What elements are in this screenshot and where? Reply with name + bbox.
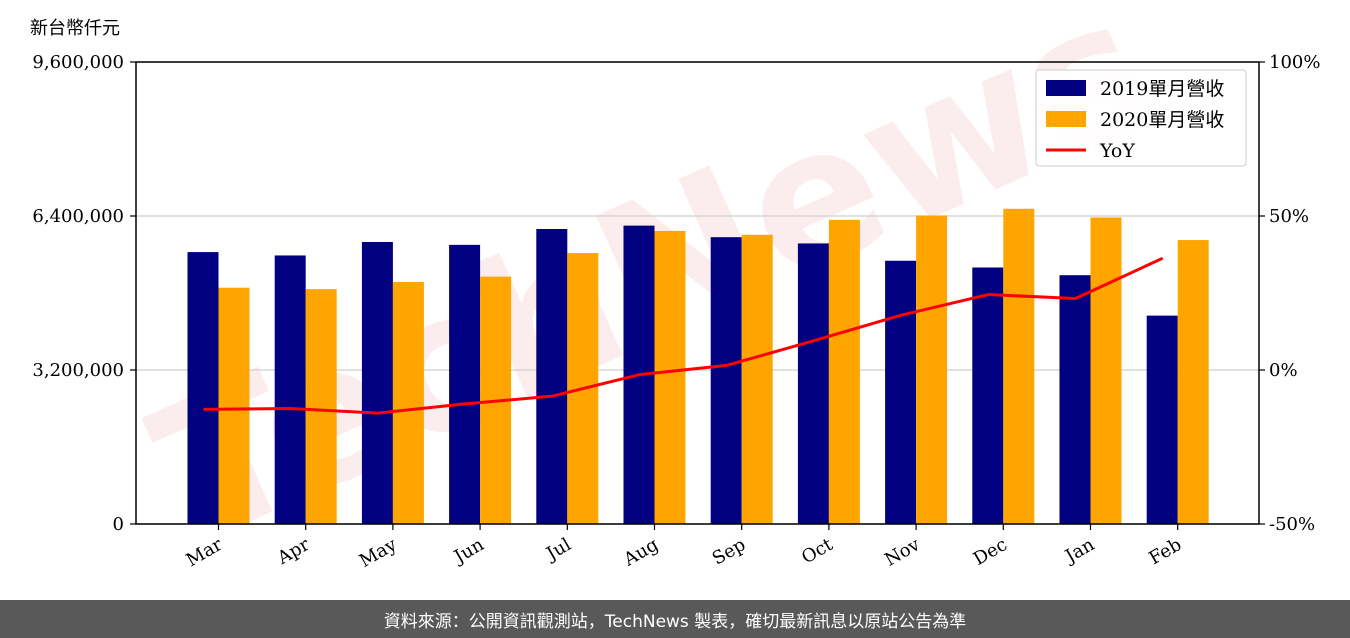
x-tick-label-may: May: [356, 534, 401, 572]
bar-jan-2019: [1059, 275, 1091, 524]
bar-feb-2019: [1146, 315, 1178, 524]
right-tick-label: 100%: [1269, 52, 1320, 73]
left-tick-label: 3,200,000: [32, 360, 124, 381]
bar-jan-2020: [1090, 217, 1122, 524]
bar-dec-2020: [1003, 208, 1035, 524]
left-tick-label: 0: [113, 514, 124, 535]
plot-frame: [135, 61, 1260, 525]
legend-box: [1035, 69, 1247, 167]
bar-jun-2019: [449, 244, 481, 524]
x-tick-label-aug: Aug: [619, 534, 662, 571]
x-tick-label-jul: Jul: [541, 534, 575, 566]
bar-aug-2020: [654, 230, 686, 524]
legend-swatch-0: [1046, 80, 1086, 96]
bar-nov-2019: [885, 260, 917, 524]
bar-dec-2019: [972, 267, 1004, 524]
bar-may-2020: [392, 281, 424, 524]
x-tick-label-oct: Oct: [798, 534, 837, 569]
right-tick-label: -50%: [1269, 514, 1315, 535]
bar-sep-2020: [741, 234, 773, 525]
legend: 2019單月營收 2020單月營收 YoY: [1035, 69, 1247, 167]
left-tick-label: 9,600,000: [32, 52, 124, 73]
right-tick-label: 0%: [1269, 360, 1298, 381]
legend-label-1: 2020單月營收: [1100, 109, 1224, 131]
yoy-line-layer: [203, 256, 1164, 415]
right-tick-label: 50%: [1269, 206, 1309, 227]
bar-sep-2019: [710, 237, 742, 525]
x-tick-label-nov: Nov: [881, 534, 924, 571]
bar-jul-2019: [536, 228, 568, 524]
x-tick-label-dec: Dec: [970, 534, 1011, 570]
bar-feb-2020: [1177, 240, 1209, 524]
bar-oct-2019: [797, 243, 829, 524]
legend-label-0: 2019單月營收: [1100, 78, 1224, 100]
bar-may-2019: [361, 241, 393, 525]
bar-apr-2019: [274, 255, 306, 524]
bar-mar-2020: [218, 287, 250, 524]
x-tick-label-jun: Jun: [449, 534, 488, 569]
unit-label: 新台幣仟元: [30, 18, 120, 39]
source-footer: 資料來源：公開資訊觀測站，TechNews 製表，確切最新訊息以原站公告為準: [0, 600, 1350, 638]
legend-swatch-1: [1046, 111, 1086, 127]
yoy-line: [203, 256, 1164, 415]
x-tick-label-jan: Jan: [1060, 534, 1098, 568]
legend-label-2: YoY: [1099, 140, 1135, 162]
bar-oct-2020: [828, 219, 860, 524]
x-tick-label-sep: Sep: [709, 534, 749, 569]
bar-nov-2020: [916, 215, 948, 525]
revenue-chart: TechNews 新台幣仟元 03,200,0006,400,0009,600,…: [30, 0, 1320, 586]
bar-apr-2020: [305, 289, 337, 524]
bar-mar-2019: [187, 252, 219, 524]
x-tick-label-feb: Feb: [1146, 534, 1186, 569]
left-tick-label: 6,400,000: [32, 206, 124, 227]
